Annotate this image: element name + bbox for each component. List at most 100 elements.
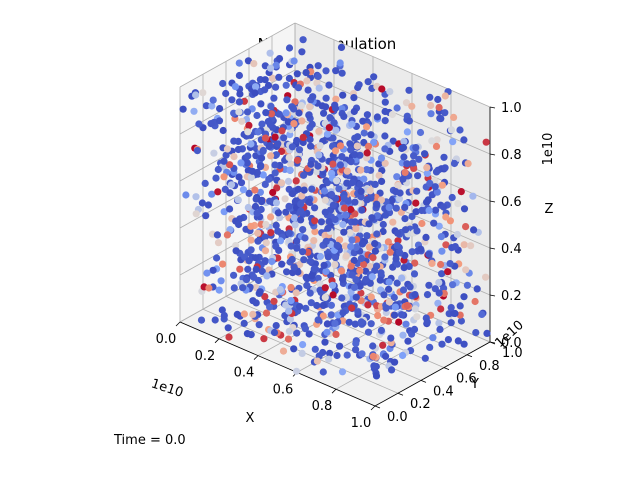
body-point [343, 351, 351, 359]
body-point [292, 177, 300, 185]
body-point [364, 301, 372, 309]
body-point [270, 297, 278, 305]
body-point [358, 206, 366, 214]
body-point [340, 194, 348, 202]
body-point [265, 175, 273, 183]
body-point [441, 164, 449, 172]
body-point [360, 129, 368, 137]
body-point [268, 74, 276, 82]
z-tick-mark [489, 247, 496, 250]
body-point [369, 352, 377, 360]
body-point [304, 86, 312, 94]
body-point [399, 143, 408, 152]
body-point [223, 145, 231, 153]
body-point [453, 230, 461, 239]
body-point [234, 196, 242, 204]
body-point [381, 98, 389, 106]
body-point [268, 257, 276, 266]
body-point [285, 44, 294, 52]
body-point [204, 201, 212, 209]
body-point [402, 99, 411, 107]
body-point [319, 312, 327, 320]
body-point [422, 233, 430, 241]
body-point [402, 226, 410, 234]
body-point [357, 254, 365, 262]
z-tick-mark [489, 153, 496, 156]
z-tick-label: 0.8 [501, 148, 522, 163]
body-point [372, 372, 381, 380]
body-point [314, 316, 322, 324]
body-point [381, 117, 389, 125]
body-point [339, 220, 347, 229]
body-point [290, 120, 298, 128]
body-point [339, 91, 347, 99]
body-point [347, 262, 355, 270]
body-point [346, 229, 354, 237]
body-point [463, 281, 471, 289]
body-point [343, 179, 351, 187]
body-point [351, 320, 359, 328]
body-point [435, 103, 443, 112]
body-point [460, 136, 468, 144]
z-tick-mark [489, 106, 496, 109]
body-point [261, 258, 269, 266]
body-point [440, 203, 448, 211]
body-point [435, 319, 443, 327]
body-point [348, 120, 356, 128]
body-point [410, 152, 418, 160]
body-point [298, 117, 306, 125]
body-point [429, 334, 437, 342]
body-point [440, 153, 448, 161]
body-point [231, 83, 239, 91]
body-point [292, 367, 301, 375]
body-point [285, 74, 293, 82]
body-point [358, 240, 367, 248]
body-point [202, 212, 210, 220]
body-point [258, 120, 266, 128]
body-point [306, 103, 314, 111]
body-point [423, 291, 432, 299]
body-point [351, 134, 359, 142]
body-point [454, 337, 462, 345]
body-point [321, 208, 329, 216]
body-point [285, 229, 293, 237]
body-point [410, 325, 419, 333]
body-point [261, 180, 269, 188]
body-point [298, 192, 306, 200]
body-point [258, 198, 266, 206]
body-point [482, 273, 490, 281]
body-point [285, 327, 293, 335]
body-point [262, 309, 271, 317]
body-point [456, 126, 464, 134]
body-point [236, 265, 244, 273]
body-point [401, 203, 409, 211]
body-point [192, 193, 200, 201]
body-point [442, 213, 450, 221]
body-point [348, 304, 356, 312]
body-point [278, 260, 286, 268]
body-point [230, 153, 238, 161]
body-point [433, 188, 441, 196]
body-point [207, 120, 215, 128]
body-point [311, 204, 319, 212]
body-point [404, 337, 412, 345]
body-point [211, 316, 219, 324]
body-point [257, 100, 265, 108]
body-point [245, 121, 253, 129]
body-point [436, 114, 444, 122]
body-point [215, 286, 223, 294]
body-point [290, 214, 299, 222]
body-point [388, 110, 396, 119]
body-point [240, 310, 248, 318]
body-point [261, 247, 270, 255]
body-point [305, 330, 313, 338]
body-point [315, 127, 323, 135]
body-point [427, 101, 435, 110]
body-point [285, 154, 293, 162]
axis-line [374, 341, 491, 407]
body-point [253, 111, 261, 120]
body-point [441, 92, 449, 100]
body-point [388, 366, 396, 374]
body-point [297, 207, 305, 215]
body-point [284, 118, 292, 126]
